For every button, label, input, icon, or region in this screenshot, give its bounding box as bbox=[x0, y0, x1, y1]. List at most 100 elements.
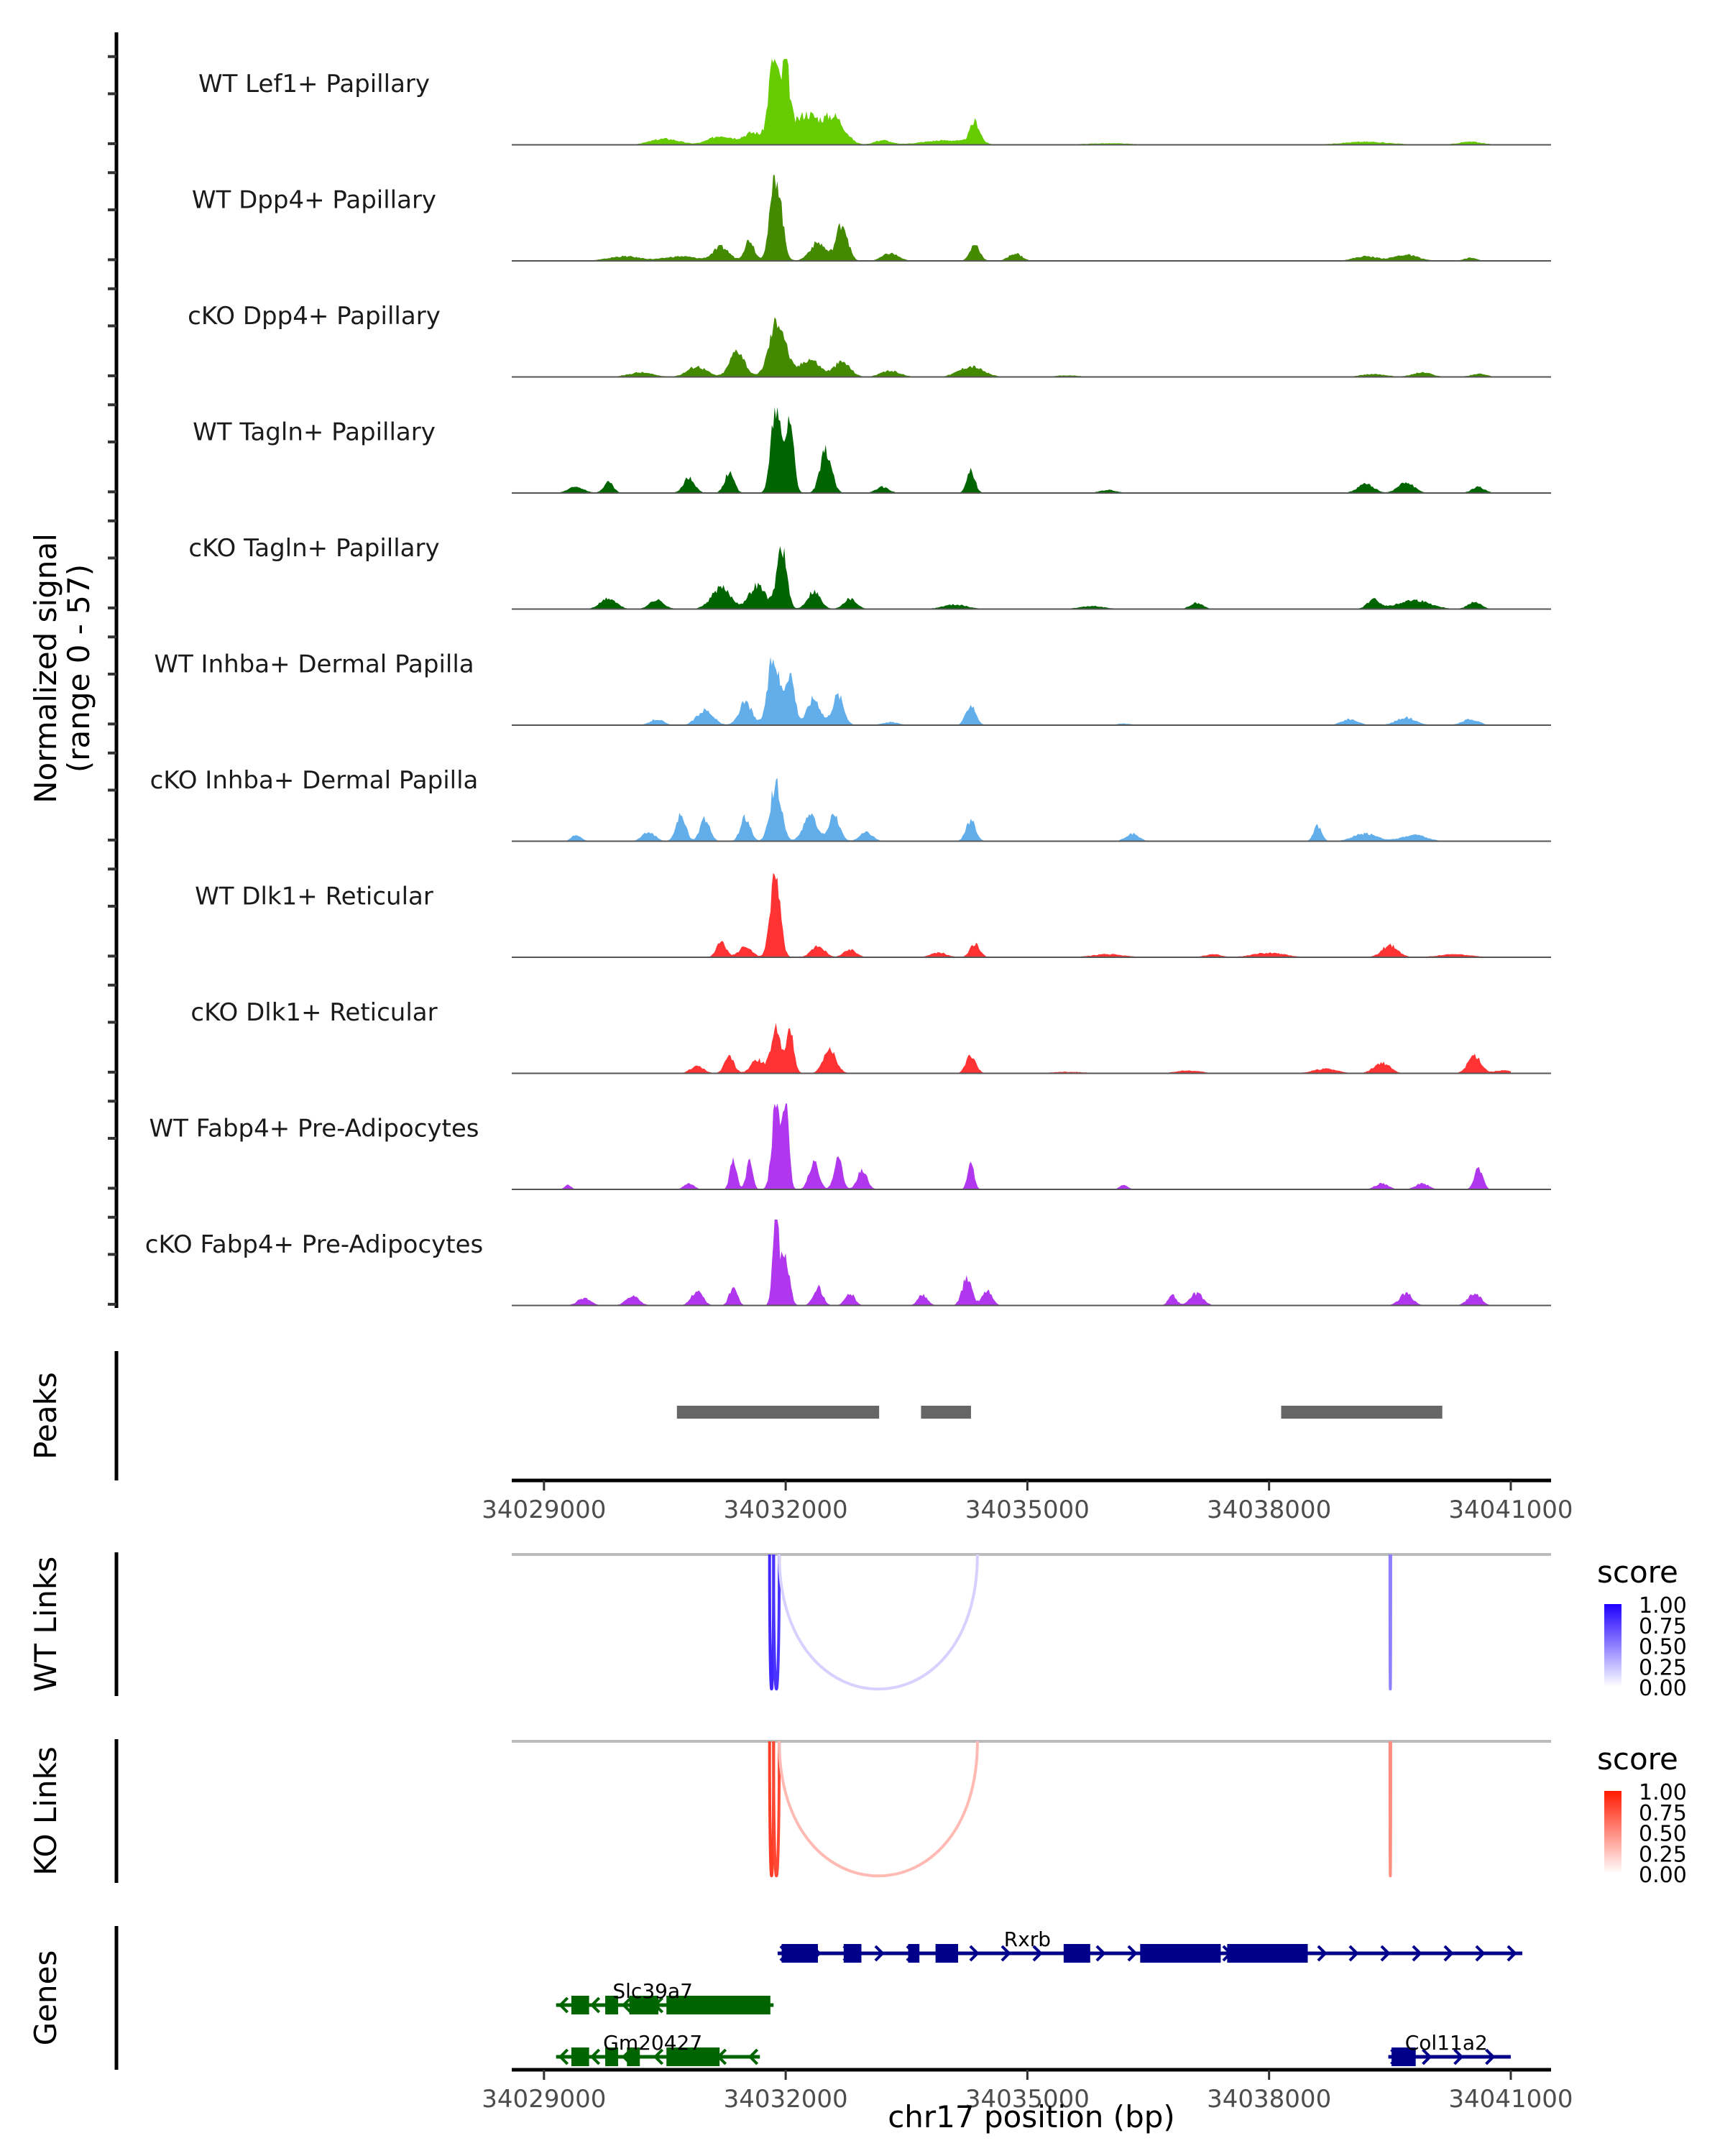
legend-colorbar bbox=[1604, 1604, 1622, 1687]
coverage-area bbox=[512, 317, 1511, 377]
x-tick-label: 34032000 bbox=[724, 2085, 848, 2114]
coverage-y-axis-range-label: (range 0 - 57) bbox=[61, 564, 96, 773]
gene-exon bbox=[605, 1996, 618, 2014]
legend-tick-label: 0.00 bbox=[1639, 1676, 1687, 1701]
track-label: WT Lef1+ Papillary bbox=[198, 70, 430, 98]
legend-tick-label: 0.25 bbox=[1639, 1842, 1687, 1867]
coverage-panel: WT Lef1+ Papillary WT Dpp4+ Papillary cKO … bbox=[108, 32, 1551, 1308]
link-arc bbox=[1388, 1554, 1392, 1690]
legend-tick-label: 0.50 bbox=[1639, 1635, 1687, 1660]
legend-tick-label: 1.00 bbox=[1639, 1593, 1687, 1618]
legend-tick-label: 0.75 bbox=[1639, 1801, 1687, 1826]
strand-arrow-icon bbox=[1475, 1945, 1486, 1962]
gene-name-label: Col11a2 bbox=[1405, 2031, 1488, 2055]
gene-name-label: Slc39a7 bbox=[612, 1979, 693, 2003]
gene-exon bbox=[843, 1944, 862, 1963]
peaks-x-axis: 34029000 34032000 34035000 34038000 34041000 bbox=[482, 1478, 1573, 1524]
gene-exon bbox=[1140, 1944, 1221, 1963]
peak-region bbox=[1281, 1406, 1443, 1419]
gene-exon bbox=[571, 1996, 589, 2014]
gene-exon bbox=[666, 2047, 720, 2066]
coverage-area bbox=[512, 1220, 1511, 1306]
strand-arrow-icon bbox=[621, 1996, 632, 2014]
x-tick-label: 34038000 bbox=[1207, 2085, 1331, 2114]
track-label: WT Fabp4+ Pre-Adipocytes bbox=[150, 1115, 479, 1143]
coverage-area bbox=[512, 778, 1511, 842]
gene-exon bbox=[629, 1996, 659, 2014]
ko-links-panel-label: KO Links bbox=[28, 1746, 63, 1876]
genes-panel: Rxrb Slc39a7 Gm20427 Col11a2 bbox=[114, 1926, 1522, 2070]
coverage-area bbox=[512, 175, 1511, 261]
gene-name-label: Gm20427 bbox=[603, 2031, 702, 2055]
track-label: WT Tagln+ Papillary bbox=[193, 418, 436, 447]
strand-arrow-icon bbox=[558, 2048, 569, 2065]
coverage-area bbox=[512, 407, 1511, 493]
strand-arrow-icon bbox=[874, 1945, 885, 1962]
peak-region bbox=[676, 1406, 880, 1419]
wt-links-panel: 1.000.750.500.250.00 bbox=[114, 1552, 1687, 1701]
strand-arrow-icon bbox=[1506, 1945, 1517, 1962]
gene-exon bbox=[1063, 1944, 1090, 1963]
strand-arrow-icon bbox=[589, 2048, 601, 2065]
strand-arrow-icon bbox=[1317, 1945, 1328, 1962]
strand-arrow-icon bbox=[653, 2048, 664, 2065]
x-tick-label: 34035000 bbox=[965, 1496, 1090, 1524]
legend-tick-label: 0.50 bbox=[1639, 1822, 1687, 1847]
gene-exon bbox=[666, 1996, 770, 2014]
gene-exon bbox=[571, 2047, 589, 2066]
strand-arrow-icon bbox=[1127, 1945, 1138, 1962]
x-tick-label: 34038000 bbox=[1207, 1496, 1331, 1524]
gene-exon bbox=[605, 2047, 618, 2066]
strand-arrow-icon bbox=[1412, 1945, 1422, 1962]
peak-region bbox=[921, 1406, 971, 1419]
x-tick-label: 34029000 bbox=[482, 1496, 606, 1524]
strand-arrow-icon bbox=[1453, 2048, 1464, 2065]
x-tick-label: 34041000 bbox=[1448, 1496, 1573, 1524]
x-tick-label: 34032000 bbox=[724, 1496, 848, 1524]
ko-links-legend-title: score bbox=[1597, 1741, 1678, 1777]
track-label: cKO Dpp4+ Papillary bbox=[188, 302, 441, 331]
link-arc bbox=[778, 1741, 979, 1878]
track-label: WT Inhba+ Dermal Papilla bbox=[154, 650, 474, 679]
strand-arrow-icon bbox=[558, 1996, 569, 2014]
genes-x-axis: 34029000 34032000 34035000 34038000 34041000 bbox=[482, 2068, 1573, 2114]
legend-tick-label: 1.00 bbox=[1639, 1780, 1687, 1805]
ko-links-panel: 1.000.750.500.250.00 bbox=[114, 1739, 1687, 1888]
strand-arrow-icon bbox=[969, 1945, 980, 1962]
link-arc bbox=[772, 1741, 781, 1877]
link-arc bbox=[778, 1554, 979, 1691]
legend-tick-label: 0.75 bbox=[1639, 1614, 1687, 1639]
legend-colorbar bbox=[1604, 1791, 1622, 1874]
strand-arrow-icon bbox=[1000, 1945, 1011, 1962]
link-arc bbox=[772, 1554, 781, 1690]
coverage-area bbox=[512, 657, 1511, 725]
x-axis-title: chr17 position (bp) bbox=[888, 2099, 1175, 2134]
strand-arrow-icon bbox=[1380, 1945, 1391, 1962]
track-label: WT Dpp4+ Papillary bbox=[192, 186, 436, 215]
coverage-area bbox=[512, 872, 1511, 957]
strand-arrow-icon bbox=[1485, 2048, 1496, 2065]
coverage-y-axis-label: Normalized signal bbox=[28, 533, 63, 803]
strand-arrow-icon bbox=[1095, 1945, 1106, 1962]
track-label: WT Dlk1+ Reticular bbox=[195, 883, 433, 911]
gene-exon bbox=[781, 1944, 818, 1963]
gene-exon bbox=[1392, 2047, 1416, 2066]
strand-arrow-icon bbox=[1422, 2048, 1432, 2065]
gene-name-label: Rxrb bbox=[1004, 1927, 1051, 1951]
coverage-area bbox=[512, 546, 1511, 609]
track-label: cKO Tagln+ Papillary bbox=[188, 534, 439, 563]
x-tick-label: 34035000 bbox=[965, 2085, 1090, 2114]
strand-arrow-icon bbox=[748, 2048, 759, 2065]
strand-arrow-icon bbox=[1443, 1945, 1454, 1962]
legend-tick-label: 0.25 bbox=[1639, 1655, 1687, 1680]
coverage-area bbox=[512, 59, 1511, 145]
legend-tick-label: 0.00 bbox=[1639, 1863, 1687, 1888]
gene-exon bbox=[627, 2047, 640, 2066]
track-label: cKO Inhba+ Dermal Papilla bbox=[150, 766, 479, 795]
coverage-area bbox=[512, 1023, 1511, 1074]
peaks-panel bbox=[114, 1351, 1443, 1480]
gene-exon bbox=[908, 1944, 920, 1963]
strand-arrow-icon bbox=[589, 1996, 601, 2014]
track-label: cKO Dlk1+ Reticular bbox=[190, 998, 437, 1027]
